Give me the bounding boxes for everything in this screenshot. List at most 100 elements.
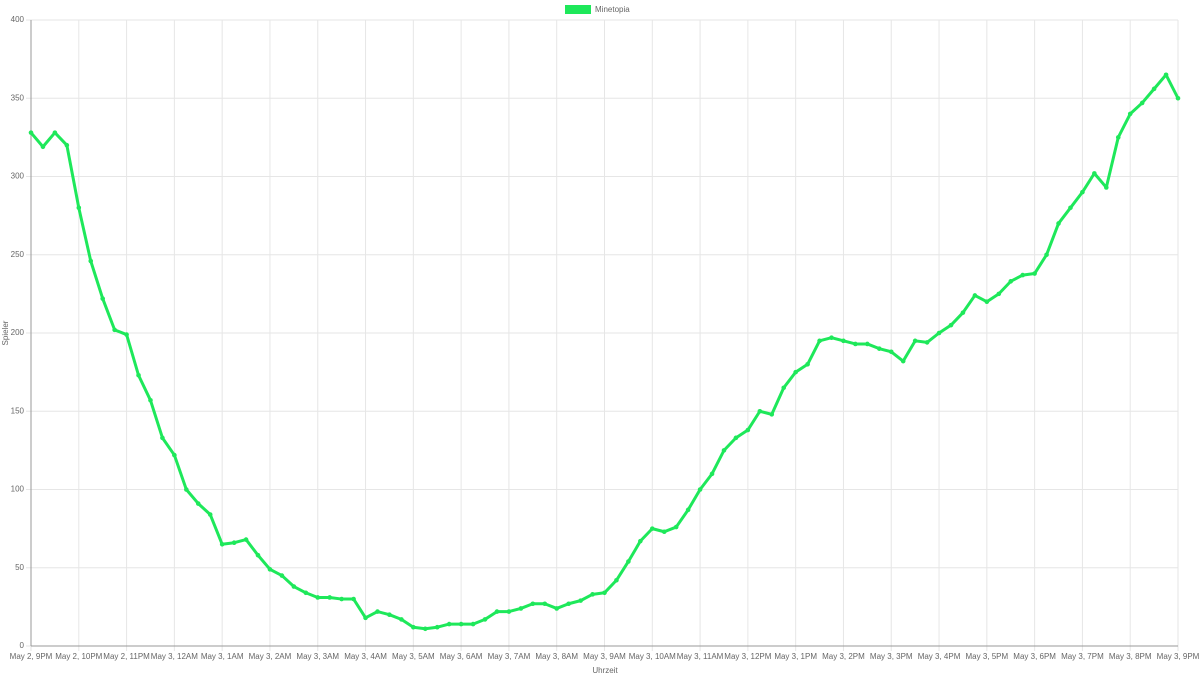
data-point: [148, 397, 153, 403]
x-tick-label: May 3, 11AM: [677, 652, 724, 661]
data-point: [64, 142, 70, 148]
x-tick-label: May 3, 8PM: [1109, 652, 1152, 661]
data-point: [673, 524, 679, 530]
y-tick-label: 100: [11, 485, 25, 494]
x-tick-label: May 3, 1PM: [774, 652, 817, 661]
data-point: [470, 621, 476, 627]
data-point: [530, 601, 536, 607]
data-point: [1163, 72, 1169, 78]
data-point: [88, 258, 94, 264]
data-point: [124, 332, 129, 337]
data-point: [602, 590, 607, 596]
data-point: [267, 567, 273, 572]
data-point: [996, 291, 1002, 297]
data-point: [1008, 279, 1014, 284]
data-point: [1080, 189, 1085, 195]
x-tick-label: May 3, 6PM: [1013, 652, 1056, 661]
x-tick-label: May 3, 2AM: [249, 652, 292, 661]
x-tick-label: May 2, 9PM: [10, 652, 53, 661]
data-point: [1044, 252, 1049, 258]
data-point: [614, 577, 619, 583]
data-point: [482, 617, 488, 622]
x-tick-label: May 3, 12PM: [724, 652, 771, 661]
data-point: [649, 526, 655, 531]
data-point: [243, 537, 249, 542]
data-point: [745, 427, 751, 433]
y-tick-label: 250: [11, 250, 25, 259]
data-point: [291, 584, 297, 589]
x-tick-label: May 2, 10PM: [55, 652, 102, 661]
data-point: [375, 609, 380, 614]
data-point: [661, 529, 667, 535]
data-point: [566, 601, 571, 607]
x-tick-label: May 3, 5AM: [392, 652, 435, 661]
data-point: [638, 538, 643, 544]
x-tick-label: May 3, 5PM: [965, 652, 1008, 661]
y-tick-label: 200: [11, 328, 25, 337]
x-axis-label: Uhrzeit: [592, 666, 618, 675]
data-point: [685, 507, 691, 513]
data-point: [506, 609, 512, 614]
data-point: [434, 624, 440, 630]
y-tick-label: 300: [11, 172, 25, 181]
x-tick-label: May 3, 2PM: [822, 652, 865, 661]
data-point: [1139, 100, 1145, 106]
data-point: [160, 435, 165, 441]
data-point: [1151, 86, 1157, 92]
y-axis-label: Spieler: [1, 320, 10, 345]
data-point: [136, 372, 141, 378]
data-point: [100, 296, 105, 301]
x-tick-label: May 3, 1AM: [201, 652, 244, 661]
data-point: [542, 601, 548, 607]
x-tick-label: May 3, 3PM: [870, 652, 913, 661]
data-point: [948, 322, 954, 328]
data-point: [351, 596, 356, 602]
data-point: [494, 609, 500, 614]
data-point: [231, 540, 237, 546]
data-point: [757, 408, 763, 414]
data-point: [853, 341, 858, 347]
data-point: [793, 369, 798, 375]
data-point: [303, 590, 309, 596]
data-point: [339, 596, 344, 602]
data-point: [769, 412, 775, 417]
x-tick-label: May 3, 4PM: [918, 652, 961, 661]
data-point: [936, 330, 942, 336]
data-point: [399, 617, 404, 622]
data-point: [829, 335, 834, 340]
data-point: [28, 130, 34, 135]
data-point: [184, 487, 189, 492]
data-point: [888, 349, 894, 355]
data-point: [900, 358, 906, 364]
y-tick-label: 400: [11, 15, 25, 24]
data-point: [52, 130, 58, 135]
data-point: [1115, 135, 1121, 140]
y-tick-label: 50: [15, 563, 24, 572]
data-point: [817, 338, 822, 344]
data-point: [1104, 185, 1109, 190]
data-point: [865, 341, 870, 347]
data-point: [733, 435, 739, 441]
data-point: [172, 452, 177, 458]
data-point: [279, 573, 285, 578]
data-point: [1056, 221, 1061, 226]
data-point: [458, 621, 464, 627]
data-point: [112, 327, 117, 333]
data-point: [1020, 272, 1025, 278]
data-point: [446, 621, 452, 627]
x-tick-label: May 3, 7PM: [1061, 652, 1104, 661]
data-point: [40, 144, 46, 150]
data-point: [518, 606, 524, 611]
data-point: [387, 612, 392, 617]
data-point: [1068, 205, 1073, 211]
legend-swatch: [565, 5, 591, 14]
data-point: [972, 293, 978, 298]
x-tick-label: May 3, 9AM: [583, 652, 626, 661]
data-point: [422, 626, 428, 632]
data-point: [195, 501, 201, 506]
data-point: [207, 512, 213, 517]
x-tick-label: May 2, 11PM: [103, 652, 150, 661]
data-point: [805, 362, 810, 367]
data-point: [315, 595, 321, 600]
